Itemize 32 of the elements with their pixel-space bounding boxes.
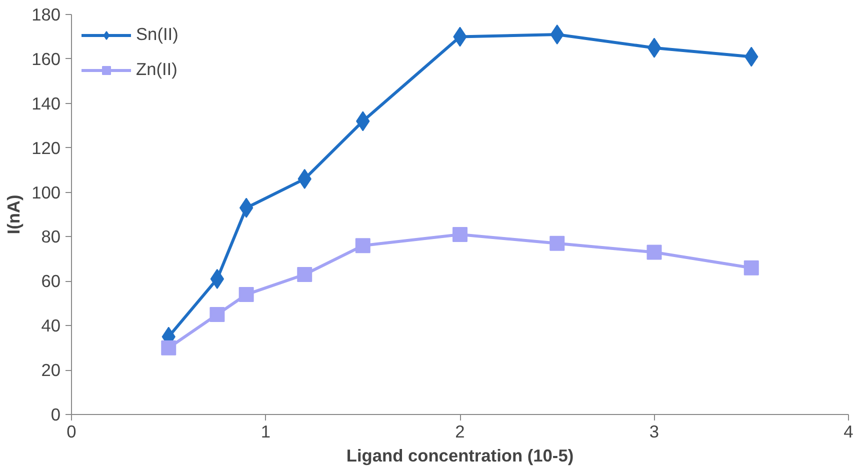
legend-label: Sn(II) (136, 24, 178, 45)
point (647, 38, 662, 58)
legend-label: Zn(II) (136, 59, 178, 80)
point (239, 198, 254, 218)
point (452, 227, 468, 242)
point (550, 236, 565, 251)
y-tick-label: 120 (32, 138, 61, 158)
y-tick-label: 160 (32, 48, 61, 69)
y-tick-label: 180 (32, 4, 61, 24)
point (161, 340, 176, 356)
point (355, 238, 370, 254)
point (210, 268, 224, 289)
point (646, 244, 662, 260)
y-tick-label: 60 (41, 271, 61, 292)
y-axis-title: I(nA) (4, 194, 24, 234)
y-tick-label: 140 (32, 93, 61, 114)
x-tick-label: 1 (260, 422, 271, 442)
x-tick-label: 3 (649, 422, 660, 442)
y-tick-label: 20 (41, 360, 61, 380)
x-axis-title: Ligand concentration (10-5) (346, 446, 574, 466)
x-tick-label: 2 (455, 422, 465, 442)
y-tick-label: 40 (41, 316, 61, 336)
y-tick-label: 0 (50, 404, 61, 424)
point (210, 307, 225, 322)
x-tick-label: 4 (844, 422, 854, 442)
point (297, 267, 312, 282)
x-tick-label: 0 (66, 422, 76, 442)
point (550, 24, 564, 44)
y-tick-label: 80 (41, 226, 61, 247)
y-tick-label: 100 (32, 182, 61, 202)
point (238, 287, 254, 302)
point (744, 260, 759, 276)
